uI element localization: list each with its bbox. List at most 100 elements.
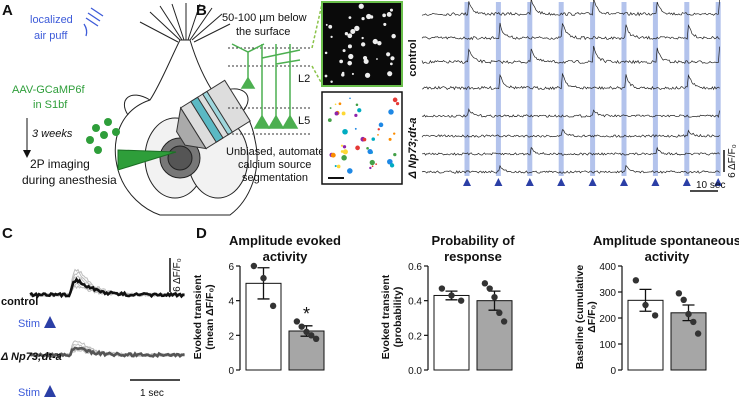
data-point (481, 280, 489, 287)
cell-spot (361, 36, 364, 40)
neuron-schematic (228, 3, 323, 135)
stim-stripe (590, 2, 596, 176)
roi (371, 165, 374, 168)
depth-label: 50-100 µm below (222, 12, 307, 24)
roi (377, 134, 379, 136)
data-point (308, 332, 315, 339)
layer-label: L5 (298, 115, 310, 127)
data-point (457, 297, 465, 304)
cell-spot (348, 16, 352, 19)
trace (421, 45, 720, 65)
roi (342, 128, 348, 135)
stim-marker (682, 178, 691, 186)
cell-spot (372, 38, 378, 45)
y-tick-label: 300 (599, 288, 616, 299)
data-point (642, 301, 649, 309)
roi (355, 145, 360, 151)
scale-label: 1 sec (140, 388, 164, 399)
data-point (303, 328, 310, 336)
y-tick-label: 200 (599, 314, 616, 325)
error-bar (257, 267, 270, 300)
trace-group (29, 268, 185, 359)
y-tick-label: 0.4 (408, 297, 422, 308)
cell-spot (350, 29, 356, 34)
air-puff-icon (83, 7, 104, 37)
roi (369, 159, 375, 166)
data-point (250, 262, 258, 270)
trace (29, 276, 185, 299)
cell-spot (347, 33, 353, 39)
stim-marker (463, 178, 471, 186)
stim-marker (44, 385, 56, 397)
data-point (685, 310, 692, 318)
roi (329, 107, 332, 110)
cell-spot (330, 80, 333, 83)
trace (421, 72, 720, 91)
data-point (269, 302, 277, 310)
cell-spot (358, 3, 364, 9)
air-puff-label: localized (30, 14, 73, 26)
imaging-label: during anesthesia (22, 173, 117, 187)
panel-label: B (196, 2, 207, 19)
y-axis-label: Evoked transient (mean ΔF/F₀) (192, 274, 216, 360)
group-label: Δ Np73;dt-a (0, 351, 62, 363)
cell-spot (341, 71, 345, 75)
roi (357, 108, 362, 113)
cell-spot (386, 12, 392, 17)
roi (375, 163, 378, 165)
roi (342, 145, 347, 149)
virus-particles (86, 118, 120, 154)
scale-label: 6 ΔF/F₀ (172, 258, 183, 292)
bar (670, 312, 707, 371)
roi (369, 166, 372, 170)
stim-stripe (652, 2, 658, 176)
data-point (651, 312, 659, 319)
roi (334, 111, 339, 116)
roi (341, 111, 346, 116)
roi (387, 158, 393, 165)
group-label: Δ Np73;dt-a (407, 118, 419, 180)
chart-title: Probability of response (431, 233, 515, 264)
y-tick-label: 400 (599, 262, 616, 273)
roi (327, 118, 332, 122)
roi (342, 149, 348, 155)
cell-spot (377, 41, 382, 46)
y-axis-label: Baseline (cumulative ΔF/F₀) (574, 264, 598, 370)
significance-marker: * (303, 304, 310, 324)
data-point (491, 294, 498, 301)
data-point (486, 285, 493, 292)
roi (362, 137, 367, 142)
trace (421, 22, 720, 41)
layer-label: L2 (298, 73, 310, 85)
chart-title: Amplitude spontaneous activity (592, 233, 739, 264)
data-point (675, 290, 683, 297)
scale-label: 10 sec (696, 180, 725, 191)
data-point (448, 292, 455, 299)
roi (389, 163, 395, 168)
roi (371, 137, 376, 141)
stim-stripe (684, 2, 690, 176)
bar (433, 294, 470, 371)
trace (421, 164, 720, 174)
method-label: Unbiased, automated (226, 146, 331, 158)
roi (354, 127, 357, 130)
virus-label: in S1bf (33, 99, 68, 111)
roi (354, 113, 358, 117)
trace (421, 0, 720, 17)
group-label: control (1, 296, 38, 308)
roi (347, 168, 353, 174)
cell-spot (328, 24, 333, 29)
cell-spot (389, 8, 393, 12)
data-point (632, 277, 640, 284)
roi (367, 148, 373, 155)
roi (330, 152, 336, 158)
trace (422, 146, 720, 156)
data-point (694, 330, 702, 337)
trace (29, 346, 185, 359)
data-point (500, 318, 508, 325)
cell-spot (390, 56, 395, 61)
data-point (293, 318, 301, 325)
stim-stripe (621, 2, 627, 176)
y-tick-label: 100 (599, 340, 616, 351)
